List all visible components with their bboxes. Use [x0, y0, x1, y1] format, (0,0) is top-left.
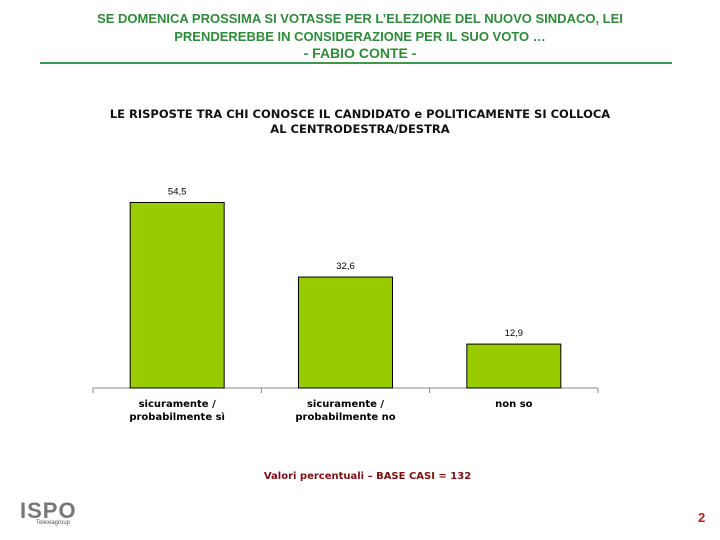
chart-title-line-2: AL CENTRODESTRA/DESTRA — [270, 122, 450, 136]
bar — [466, 343, 562, 389]
category-label: non so — [495, 399, 533, 410]
chart-title-line-1: LE RISPOSTE TRA CHI CONOSCE IL CANDIDATO… — [109, 107, 611, 121]
header-divider — [40, 62, 672, 64]
candidate-name: - FABIO CONTE - — [303, 45, 417, 61]
data-label: 12,9 — [505, 328, 524, 339]
category-label: sicuramente / — [307, 399, 384, 410]
data-label: 32,6 — [336, 261, 355, 272]
question-line-2: PRENDEREBBE IN CONSIDERAZIONE PER IL SUO… — [174, 29, 546, 44]
data-label: 54,5 — [168, 186, 187, 197]
logo-subtitle: Telexiagroup — [36, 520, 71, 526]
category-label: probabilmente sì — [129, 411, 225, 423]
footnote: Valori percentuali – BASE CASI = 132 — [263, 471, 472, 482]
chart-title: LE RISPOSTE TRA CHI CONOSCE IL CANDIDATO… — [60, 107, 660, 137]
ispo-logo: ISPO Telexiagroup — [20, 498, 77, 527]
category-label: probabilmente no — [295, 412, 395, 423]
bar — [129, 201, 225, 389]
question-title: SE DOMENICA PROSSIMA SI VOTASSE PER L’EL… — [40, 10, 680, 46]
bar — [298, 276, 393, 389]
logo-name: ISPO — [20, 498, 77, 523]
category-label: sicuramente / — [139, 399, 216, 410]
question-line-1: SE DOMENICA PROSSIMA SI VOTASSE PER L’EL… — [97, 11, 623, 26]
page-number: 2 — [698, 510, 706, 525]
